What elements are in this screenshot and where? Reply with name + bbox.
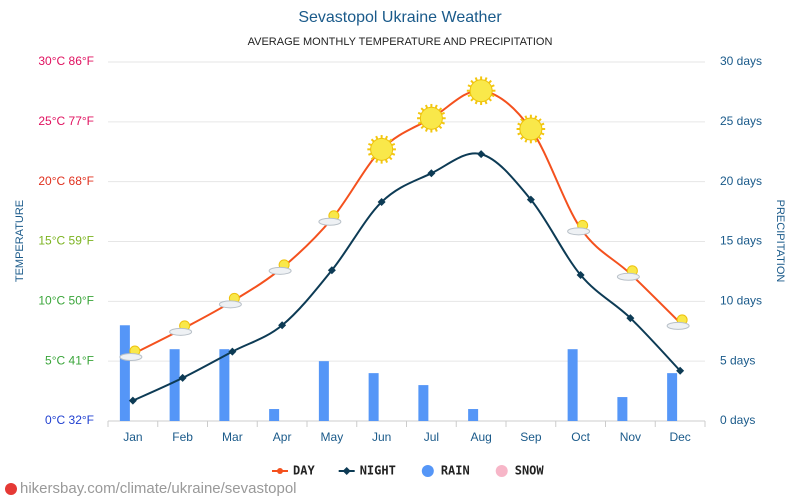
- day-marker: [367, 135, 396, 164]
- y2-tick-label: 30 days: [720, 54, 762, 68]
- y-tick-label: 30°C 86°F: [38, 54, 94, 68]
- day-marker: [567, 219, 591, 236]
- bar: [418, 385, 429, 421]
- day-marker: [466, 76, 496, 106]
- bar: [219, 349, 230, 421]
- y-axis-label: TEMPERATURE: [14, 200, 26, 282]
- day-marker: [119, 345, 143, 361]
- y-tick-label: 25°C 77°F: [38, 114, 94, 128]
- point: [128, 396, 137, 405]
- legend-label: NIGHT: [360, 464, 396, 478]
- point: [327, 266, 336, 275]
- cloud: [169, 327, 193, 336]
- legend-marker: [277, 468, 283, 474]
- y2-tick-label: 10 days: [720, 294, 762, 308]
- point: [526, 195, 535, 204]
- y-tick-label: 5°C 41°F: [45, 353, 94, 367]
- y-tick-label: 10°C 50°F: [38, 294, 94, 308]
- day-marker: [218, 292, 242, 309]
- cloud: [666, 321, 690, 330]
- cloud: [119, 352, 143, 361]
- y2-tick-label: 5 days: [720, 353, 755, 367]
- cloud: [567, 227, 591, 236]
- bar: [318, 361, 329, 421]
- y-tick-label: 15°C 59°F: [38, 234, 94, 248]
- line: [132, 89, 681, 355]
- x-tick-label: Jul: [424, 430, 439, 444]
- y2-tick-label: 20 days: [720, 174, 762, 188]
- bar: [468, 409, 479, 421]
- x-tick-label: Jan: [123, 430, 142, 444]
- x-tick-label: Feb: [172, 430, 193, 444]
- day-marker: [616, 265, 640, 281]
- day-marker: [268, 259, 292, 275]
- y2-tick-label: 15 days: [720, 234, 762, 248]
- y2-tick-label: 25 days: [720, 114, 762, 128]
- source: hikersbay.com/climate/ukraine/sevastopol: [20, 480, 297, 497]
- day-marker: [516, 114, 546, 144]
- y-tick-label: 0°C 32°F: [45, 413, 94, 427]
- sun: [469, 79, 493, 103]
- x-tick-label: Aug: [470, 430, 491, 444]
- day-marker: [318, 210, 342, 226]
- cloud: [268, 266, 292, 275]
- legend-label: RAIN: [441, 464, 470, 478]
- x-tick-label: Dec: [669, 430, 690, 444]
- chart-title: Sevastopol Ukraine Weather: [298, 9, 502, 26]
- x-tick-label: Apr: [273, 430, 292, 444]
- source-icon: [5, 483, 17, 495]
- point: [377, 198, 386, 207]
- legend-label: DAY: [293, 464, 315, 478]
- legend-label: SNOW: [515, 464, 545, 478]
- point: [477, 150, 486, 159]
- x-tick-label: Nov: [620, 430, 641, 444]
- day-marker: [169, 320, 193, 336]
- x-tick-label: Jun: [372, 430, 391, 444]
- line: [132, 152, 681, 402]
- point: [576, 271, 585, 280]
- x-tick-label: May: [321, 430, 344, 444]
- point: [427, 169, 436, 178]
- bar: [269, 409, 280, 421]
- legend-marker: [495, 465, 508, 477]
- y2-axis-label: PRECIPITATION: [774, 200, 786, 283]
- y-tick-label: 20°C 68°F: [38, 174, 94, 188]
- day-marker: [417, 103, 446, 133]
- sun: [519, 117, 543, 141]
- x-tick-label: Sep: [520, 430, 542, 444]
- legend-marker: [342, 467, 351, 475]
- bar: [567, 349, 578, 421]
- cloud: [318, 217, 342, 226]
- chart-subtitle: AVERAGE MONTHLY TEMPERATURE AND PRECIPIT…: [248, 36, 553, 48]
- bar: [617, 397, 628, 421]
- x-tick-label: Oct: [571, 430, 590, 444]
- x-tick-label: Mar: [222, 430, 243, 444]
- y2-tick-label: 0 days: [720, 413, 755, 427]
- point: [626, 314, 635, 323]
- sun: [370, 137, 394, 161]
- point: [278, 321, 287, 330]
- bar: [119, 325, 130, 421]
- legend-marker: [421, 465, 434, 477]
- cloud: [218, 300, 242, 309]
- point: [676, 366, 685, 375]
- point: [178, 373, 187, 382]
- cloud: [616, 272, 640, 281]
- day-marker: [666, 314, 690, 330]
- bar: [169, 349, 180, 421]
- sun: [419, 106, 443, 130]
- bar: [667, 373, 678, 421]
- point: [228, 347, 237, 356]
- bar: [368, 373, 379, 421]
